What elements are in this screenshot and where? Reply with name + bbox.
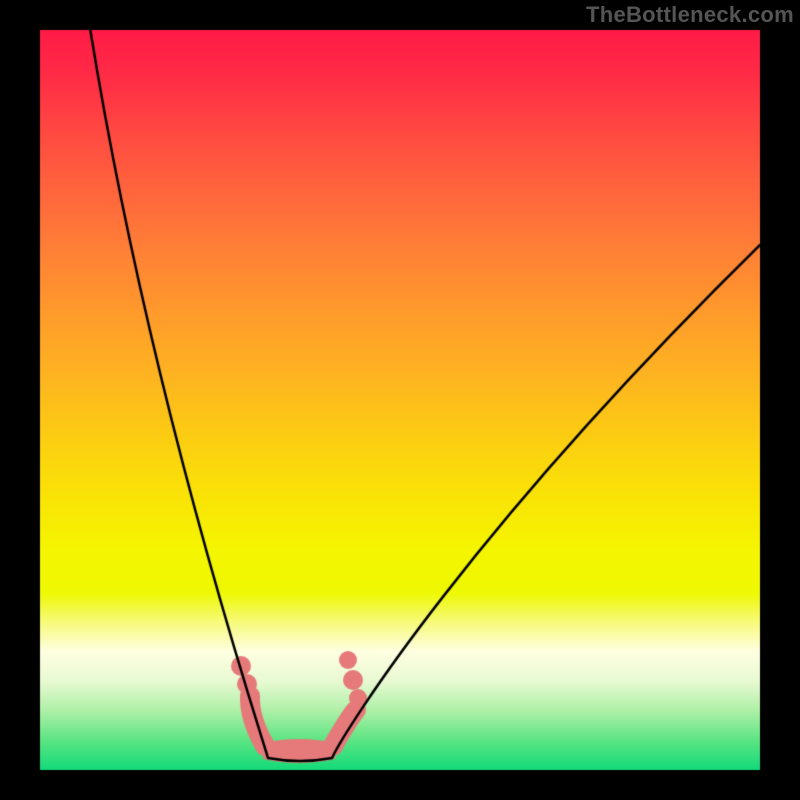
chart-container: TheBottleneck.com [0,0,800,800]
bottleneck-chart-canvas [0,0,800,800]
